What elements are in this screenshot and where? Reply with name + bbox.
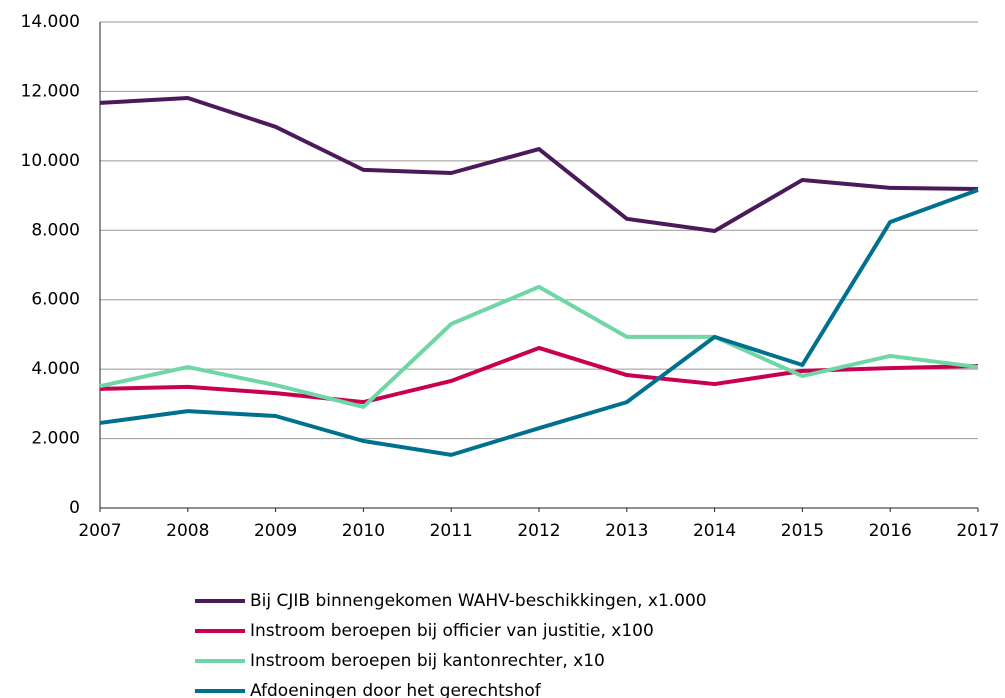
x-tick-label: 2011 (430, 521, 473, 541)
x-tick-label: 2007 (78, 521, 121, 541)
data-line (99, 188, 979, 457)
data-line (99, 96, 979, 233)
y-tick-label: 12.000 (21, 81, 80, 101)
x-tick-label: 2016 (869, 521, 912, 541)
legend-label: Instroom beroepen bij officier van justi… (250, 621, 654, 641)
x-tick-label: 2010 (342, 521, 385, 541)
x-tick-label: 2017 (956, 521, 999, 541)
x-tick-label: 2009 (254, 521, 297, 541)
x-tick-label: 2014 (693, 521, 736, 541)
y-tick-label: 0 (69, 498, 80, 518)
x-tick-label: 2013 (605, 521, 648, 541)
y-tick-label: 2.000 (31, 429, 80, 449)
legend-label: Bij CJIB binnengekomen WAHV-beschikkinge… (250, 591, 707, 611)
x-tick-label: 2008 (166, 521, 209, 541)
y-tick-label: 4.000 (31, 359, 80, 379)
x-tick-label: 2012 (517, 521, 560, 541)
y-tick-label: 8.000 (31, 220, 80, 240)
y-tick-label: 14.000 (21, 12, 80, 32)
legend-label: Afdoeningen door het gerechtshof (250, 681, 542, 698)
y-tick-label: 6.000 (31, 290, 80, 310)
data-line (99, 284, 979, 409)
y-tick-label: 10.000 (21, 151, 80, 171)
legend-label: Instroom beroepen bij kantonrechter, x10 (250, 651, 605, 671)
x-tick-label: 2015 (781, 521, 824, 541)
